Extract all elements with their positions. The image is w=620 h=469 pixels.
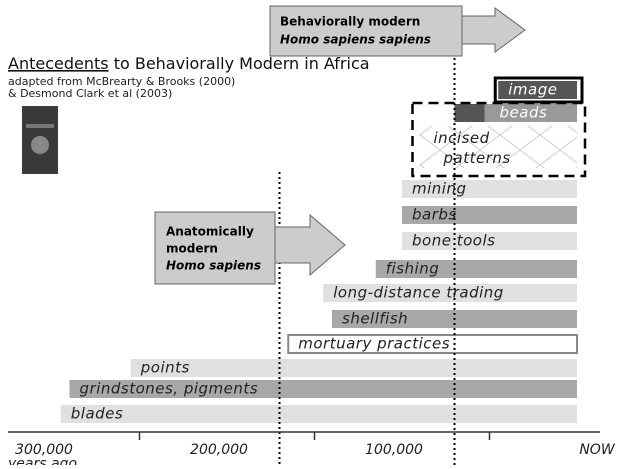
callout-text: Homo sapiens xyxy=(166,259,261,273)
bar xyxy=(402,232,577,250)
title-link[interactable]: Antecedents xyxy=(8,54,109,73)
highlight-box xyxy=(493,76,584,104)
x-tick-label: 200,000 xyxy=(190,442,248,458)
bar-label: image xyxy=(508,81,557,99)
bar-label: beads xyxy=(500,104,548,122)
bar-label-line: incised xyxy=(434,129,490,147)
bar xyxy=(323,284,577,302)
bar xyxy=(69,380,577,398)
x-axis-label: years ago xyxy=(7,456,77,465)
bar xyxy=(498,81,577,99)
callout-box xyxy=(269,5,463,57)
bar-label: long-distance trading xyxy=(333,284,504,302)
bar xyxy=(287,334,578,354)
book-cover xyxy=(22,106,58,174)
callout-text: Behaviorally modern xyxy=(280,15,420,29)
subtitle: adapted from McBrearty & Brooks (2000) xyxy=(8,75,235,88)
subtitle: & Desmond Clark et al (2003) xyxy=(8,87,172,100)
x-tick-label: NOW xyxy=(579,442,615,458)
bar-label: fishing xyxy=(386,260,439,278)
bar-label: shellfish xyxy=(342,310,408,328)
bar-label: incised patterns xyxy=(434,129,511,167)
callout-text: modern xyxy=(166,242,218,256)
chart-title: Antecedents to Behaviorally Modern in Af… xyxy=(8,54,370,73)
x-tick-label: 300,000 xyxy=(15,442,73,458)
callout-text: Homo sapiens sapiens xyxy=(280,33,431,47)
bar-label: points xyxy=(140,359,190,377)
bar xyxy=(419,126,577,168)
bar-label: mortuary practices xyxy=(298,335,450,353)
bar xyxy=(130,359,577,377)
bar xyxy=(375,260,577,278)
bar-label: mining xyxy=(412,180,466,198)
bar xyxy=(402,180,577,198)
bar xyxy=(402,206,577,224)
title-text: to Behaviorally Modern in Africa xyxy=(114,54,370,73)
bar-label: bone tools xyxy=(412,232,495,250)
callout-text: Anatomically xyxy=(166,225,254,239)
bar-label: barbs xyxy=(412,206,457,224)
bar-label-line: patterns xyxy=(443,149,511,167)
callout-arrow xyxy=(274,213,346,277)
bar xyxy=(60,405,577,423)
bar-label: blades xyxy=(71,405,123,423)
x-tick-label: 100,000 xyxy=(365,442,423,458)
group-box xyxy=(411,101,587,178)
callout-arrow xyxy=(459,7,526,53)
bar xyxy=(454,104,577,122)
callout-box xyxy=(154,211,276,285)
bar-label: grindstones, pigments xyxy=(80,380,259,398)
bar-segment xyxy=(454,104,485,122)
